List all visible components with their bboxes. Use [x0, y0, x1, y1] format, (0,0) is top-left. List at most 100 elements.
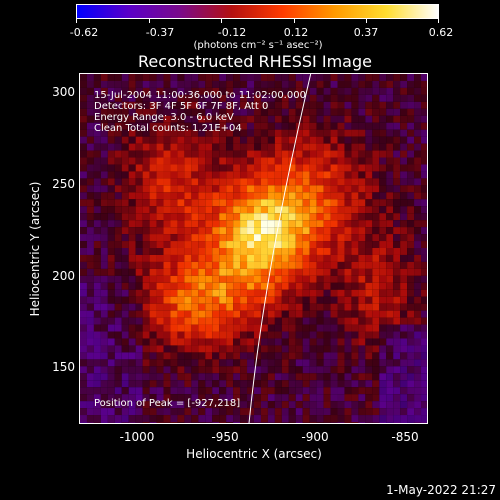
- image-pixel: [323, 289, 331, 297]
- image-pixel: [344, 401, 352, 409]
- image-pixel: [358, 380, 366, 388]
- image-pixel: [149, 331, 157, 339]
- image-pixel: [295, 289, 303, 297]
- image-pixel: [379, 94, 387, 102]
- image-pixel: [365, 108, 373, 116]
- image-pixel: [212, 213, 220, 221]
- image-pixel: [344, 171, 352, 179]
- image-pixel: [191, 352, 199, 360]
- image-pixel: [184, 275, 192, 283]
- image-pixel: [400, 324, 408, 332]
- image-pixel: [226, 80, 234, 88]
- image-pixel: [212, 338, 220, 346]
- image-pixel: [302, 108, 310, 116]
- image-pixel: [414, 296, 422, 304]
- image-pixel: [93, 220, 101, 228]
- image-pixel: [344, 178, 352, 186]
- image-pixel: [414, 74, 422, 81]
- image-pixel: [351, 394, 359, 402]
- image-pixel: [170, 338, 178, 346]
- image-pixel: [226, 185, 234, 193]
- image-pixel: [344, 74, 352, 81]
- image-pixel: [323, 268, 331, 276]
- image-pixel: [107, 408, 115, 416]
- image-pixel: [142, 380, 150, 388]
- image-pixel: [302, 80, 310, 88]
- image-pixel: [219, 268, 227, 276]
- image-pixel: [212, 241, 220, 249]
- image-pixel: [302, 359, 310, 367]
- image-pixel: [372, 373, 380, 381]
- image-pixel: [100, 275, 108, 283]
- image-pixel: [414, 115, 422, 123]
- x-tick-label: -850: [391, 430, 419, 444]
- image-pixel: [128, 289, 136, 297]
- image-pixel: [253, 94, 261, 102]
- image-pixel: [80, 185, 87, 193]
- image-pixel: [219, 122, 227, 130]
- image-pixel: [414, 164, 422, 172]
- image-pixel: [198, 254, 206, 262]
- image-pixel: [233, 108, 241, 116]
- image-pixel: [142, 359, 150, 367]
- image-pixel: [80, 115, 87, 123]
- image-pixel: [344, 408, 352, 416]
- image-pixel: [407, 185, 415, 193]
- image-pixel: [163, 74, 171, 81]
- image-pixel: [267, 317, 275, 325]
- image-pixel: [219, 366, 227, 374]
- image-pixel: [414, 415, 422, 423]
- image-pixel: [323, 171, 331, 179]
- image-pixel: [191, 206, 199, 214]
- image-pixel: [365, 345, 373, 353]
- image-pixel: [170, 199, 178, 207]
- image-pixel: [295, 143, 303, 151]
- image-pixel: [107, 80, 115, 88]
- image-pixel: [393, 178, 401, 186]
- image-pixel: [288, 101, 296, 109]
- image-pixel: [107, 415, 115, 423]
- image-pixel: [316, 268, 324, 276]
- image-pixel: [316, 157, 324, 165]
- image-pixel: [184, 136, 192, 144]
- image-pixel: [149, 268, 157, 276]
- image-pixel: [135, 338, 143, 346]
- image-pixel: [351, 268, 359, 276]
- image-pixel: [128, 345, 136, 353]
- image-pixel: [358, 422, 366, 423]
- image-pixel: [80, 157, 87, 165]
- image-pixel: [149, 338, 157, 346]
- image-pixel: [226, 136, 234, 144]
- image-pixel: [184, 394, 192, 402]
- image-pixel: [288, 192, 296, 200]
- image-pixel: [323, 80, 331, 88]
- image-pixel: [226, 261, 234, 269]
- image-pixel: [400, 150, 408, 158]
- image-pixel: [400, 248, 408, 255]
- image-pixel: [226, 150, 234, 158]
- image-pixel: [212, 401, 220, 409]
- image-pixel: [330, 387, 338, 395]
- image-pixel: [421, 345, 427, 353]
- image-pixel: [386, 157, 394, 165]
- image-pixel: [170, 408, 178, 416]
- image-pixel: [240, 331, 248, 339]
- image-pixel: [247, 87, 254, 95]
- image-pixel: [323, 373, 331, 381]
- image-pixel: [337, 345, 345, 353]
- image-pixel: [86, 373, 94, 381]
- image-pixel: [288, 366, 296, 374]
- image-pixel: [205, 261, 213, 269]
- image-pixel: [107, 401, 115, 409]
- image-pixel: [372, 345, 380, 353]
- image-pixel: [142, 234, 150, 242]
- image-pixel: [407, 248, 415, 255]
- image-pixel: [149, 157, 157, 165]
- image-pixel: [142, 171, 150, 179]
- image-pixel: [191, 101, 199, 109]
- image-pixel: [121, 94, 129, 102]
- image-pixel: [281, 254, 289, 262]
- image-pixel: [128, 74, 136, 81]
- image-pixel: [205, 317, 213, 325]
- image-pixel: [351, 220, 359, 228]
